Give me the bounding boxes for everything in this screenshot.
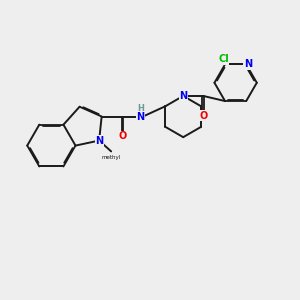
Text: N: N	[244, 59, 252, 69]
Text: O: O	[199, 111, 207, 121]
Text: N: N	[136, 112, 145, 122]
Text: N: N	[95, 136, 103, 146]
Text: N: N	[179, 91, 187, 101]
Text: O: O	[118, 131, 126, 141]
Text: H: H	[137, 104, 144, 113]
Text: Cl: Cl	[218, 54, 229, 64]
Text: methyl: methyl	[101, 155, 121, 160]
